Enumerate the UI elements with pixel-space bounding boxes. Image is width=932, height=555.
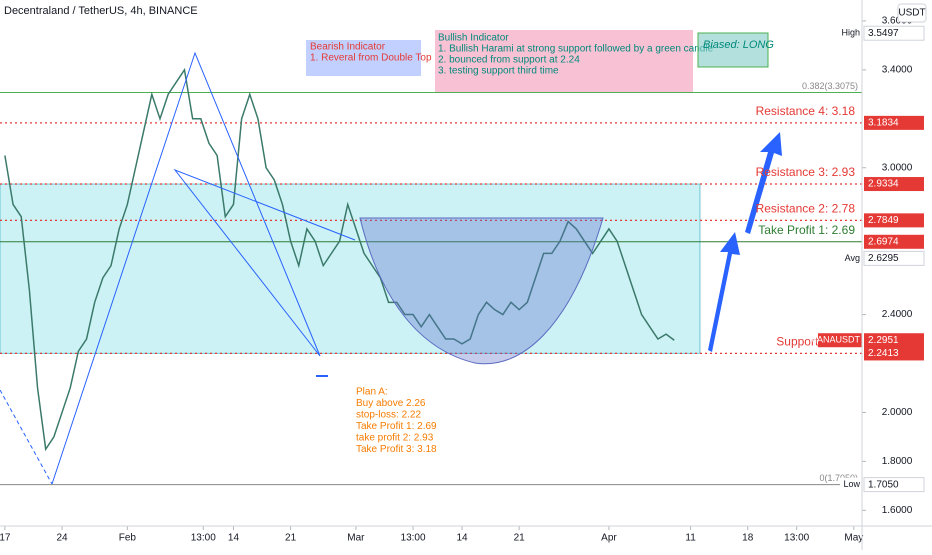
price-line — [4, 67, 675, 452]
level-label: Resistance 4: 3.18 — [756, 104, 856, 118]
x-tick-label: Feb — [119, 533, 137, 544]
x-tick-label: 21 — [514, 533, 526, 544]
plan-text: take profit 2: 2.93 — [356, 433, 434, 444]
trend-lines — [51, 51, 356, 485]
price-tag-label: 2.2951 — [868, 335, 899, 346]
drawings — [0, 51, 782, 485]
price-tag-label: 2.7849 — [868, 215, 899, 226]
y-tick-label: 3.0000 — [882, 162, 913, 173]
bias-text: Biased: LONG — [703, 39, 774, 51]
x-tick-label: 13:00 — [401, 533, 426, 544]
x-tick-label: Mar — [347, 533, 365, 544]
price-tag — [864, 213, 924, 228]
price-tag-name: MANAUSDT — [809, 335, 860, 345]
y-tick-label: 2.0000 — [882, 407, 913, 418]
x-tick-label: Apr — [601, 533, 617, 544]
price-tag — [864, 333, 924, 348]
y-tick-label: 1.8000 — [882, 456, 913, 467]
price-tag-name: Avg — [845, 253, 860, 263]
plan-text: stop-loss: 2.22 — [356, 410, 421, 421]
price-tag — [864, 115, 924, 130]
x-tick-label: May — [844, 533, 863, 544]
x-tick-label: 17 — [0, 533, 11, 544]
price-tag-label: 2.6974 — [868, 236, 899, 247]
arrow — [745, 132, 782, 234]
price-tag-label: 2.9334 — [868, 179, 899, 190]
y-tick-label: 1.6000 — [882, 505, 913, 516]
price-tag-name-bg — [818, 333, 862, 348]
price-tag — [864, 177, 924, 192]
bullish-text: 2. bounced from support at 2.24 — [438, 55, 580, 66]
plan-text: Take Profit 1: 2.69 — [356, 421, 437, 432]
bullish-text: 1. Bullish Harami at strong support foll… — [438, 44, 714, 55]
price-tag-name-bg — [840, 477, 862, 492]
level-label: Resistance 2: 2.78 — [756, 202, 856, 216]
plan-text: Take Profit 3: 3.18 — [356, 444, 437, 455]
price-tag-label: 3.5497 — [868, 28, 899, 39]
level-label: 0.382(3.3075) — [802, 81, 858, 91]
bearish-box — [306, 40, 421, 76]
price-tag — [864, 234, 924, 249]
y-tick-label: 3.6000 — [882, 16, 913, 27]
x-tick-label: 18 — [742, 533, 754, 544]
y-tick-label: 3.4000 — [882, 65, 913, 76]
bullish-text: 3. testing support third time — [438, 66, 559, 77]
price-tag — [863, 250, 925, 266]
price-tag-name: High — [841, 28, 860, 38]
y-tick-label: 2.4000 — [882, 309, 913, 320]
price-tag-name-bg — [840, 26, 862, 41]
level-label: 0(1.7050) — [819, 473, 858, 483]
x-tick-label: 13:00 — [784, 533, 809, 544]
plot-area — [0, 67, 862, 486]
overlay: 0.382(3.3075) Resistance 4: 3.18 Resistanc… — [0, 16, 925, 544]
price-tag-name: Low — [843, 479, 860, 489]
x-tick-label: 11 — [685, 533, 696, 544]
x-tick-label: 14 — [228, 533, 240, 544]
price-tag-label: 3.1834 — [868, 118, 899, 129]
bias-box — [697, 32, 769, 68]
x-tick-label: 21 — [285, 533, 297, 544]
chart-title: Decentraland / TetherUS, 4h, BINANCE — [4, 5, 198, 17]
plan-text: Buy above 2.26 — [356, 398, 426, 409]
x-tick-label: 14 — [456, 533, 468, 544]
cup-pattern — [359, 217, 604, 365]
price-tag — [863, 477, 925, 493]
plan-text: Plan A: — [356, 387, 388, 398]
bearish-text: Bearish Indicator — [310, 42, 386, 53]
price-tag-label: 1.7050 — [868, 479, 899, 490]
bullish-text: Bullish Indicator — [438, 33, 509, 44]
currency[interactable]: USDT — [898, 8, 925, 19]
bearish-text: 1. Reveral from Double Top — [310, 53, 432, 64]
x-tick-label: 13:00 — [191, 533, 216, 544]
arrow — [708, 232, 740, 352]
price-tag-label: 2.2413 — [868, 348, 899, 359]
x-tick-label: 24 — [56, 533, 68, 544]
price-tag-label: 2.6295 — [868, 253, 899, 264]
level-label: Resistance 3: 2.93 — [756, 165, 856, 179]
trend-dash — [0, 389, 53, 485]
price-tag-name-bg — [840, 251, 862, 266]
bullish-box — [435, 30, 693, 92]
price-tag — [863, 25, 925, 41]
price-tag — [864, 346, 924, 361]
currency-button[interactable] — [897, 3, 927, 23]
level-label: Take Profit 1: 2.69 — [758, 223, 855, 237]
